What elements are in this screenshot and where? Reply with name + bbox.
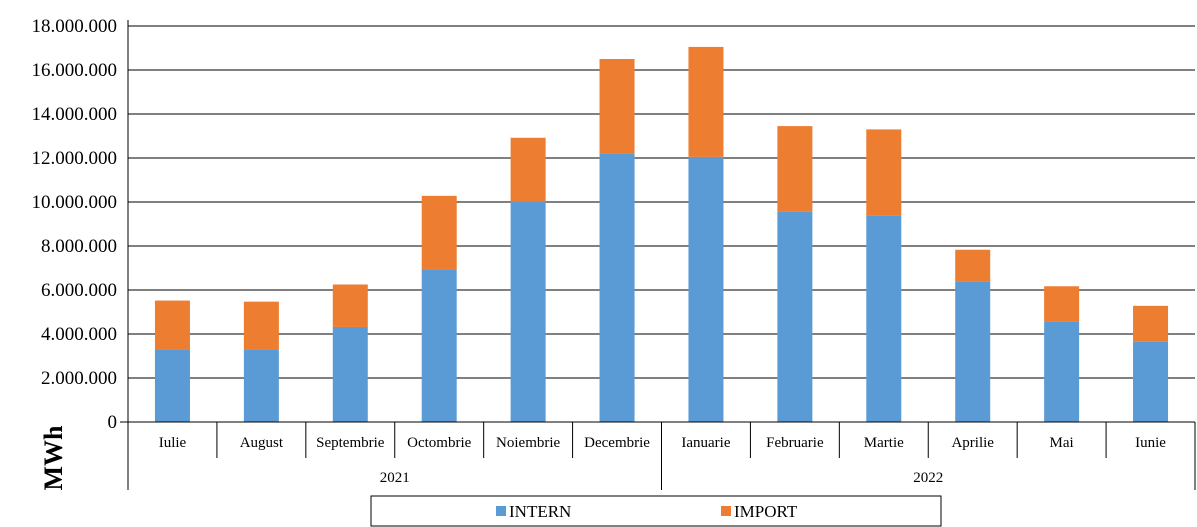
legend: INTERN IMPORT xyxy=(370,495,942,527)
bar-intern-decembrie xyxy=(599,153,635,422)
x-tick-label: Aprilie xyxy=(951,435,994,451)
x-tick-label: Decembrie xyxy=(584,435,650,451)
legend-label: IMPORT xyxy=(734,502,798,521)
y-tick-label: 2.000.000 xyxy=(41,368,117,389)
bar-import-iunie xyxy=(1133,305,1169,342)
bar-import-noiembrie xyxy=(510,137,546,202)
bar-import-martie xyxy=(866,129,902,216)
bar-import-iulie xyxy=(154,300,190,350)
bar-intern-septembrie xyxy=(332,326,368,422)
legend-swatch xyxy=(721,506,731,516)
bar-intern-iulie xyxy=(154,349,190,422)
bar-intern-februarie xyxy=(777,211,813,422)
category-labels: Iulie August Septembrie Octombrie Noiembrie D… xyxy=(159,435,1167,486)
legend-swatch xyxy=(496,506,506,516)
x-tick-label: Ianuarie xyxy=(681,435,730,451)
bar-import-august xyxy=(243,301,279,350)
bar-import-ianuarie xyxy=(688,46,724,157)
y-tick-label: 16.000.000 xyxy=(32,60,118,81)
bar-intern-aprilie xyxy=(955,281,991,422)
bar-import-decembrie xyxy=(599,59,635,154)
bars xyxy=(154,46,1169,422)
y-tick-label: 4.000.000 xyxy=(41,324,117,345)
bar-intern-mai xyxy=(1044,321,1080,422)
x-tick-label: Martie xyxy=(864,435,904,451)
bar-import-octombrie xyxy=(421,195,457,270)
x-tick-label: Septembrie xyxy=(316,435,385,451)
gridlines xyxy=(128,25,1195,379)
y-tick-label: 8.000.000 xyxy=(41,236,117,257)
x-tick-label: Octombrie xyxy=(407,435,471,451)
bar-intern-august xyxy=(243,349,279,422)
legend-box xyxy=(370,495,942,527)
bar-intern-iunie xyxy=(1133,341,1169,422)
bar-intern-noiembrie xyxy=(510,202,546,422)
x-tick-label: Iulie xyxy=(159,435,187,451)
bar-import-mai xyxy=(1044,286,1080,322)
bar-intern-martie xyxy=(866,215,902,422)
x-tick-label: Noiembrie xyxy=(496,435,560,451)
bar-import-februarie xyxy=(777,126,813,212)
bar-import-aprilie xyxy=(955,249,991,282)
x-tick-label: Februarie xyxy=(766,435,824,451)
x-tick-label: Mai xyxy=(1050,435,1074,451)
x-tick-label: August xyxy=(240,435,284,451)
axes xyxy=(120,20,1196,490)
y-tick-label: 14.000.000 xyxy=(32,104,118,125)
y-tick-label: 0 xyxy=(108,412,118,433)
legend-label: INTERN xyxy=(509,502,571,521)
bar-intern-octombrie xyxy=(421,269,457,422)
y-tick-label: 6.000.000 xyxy=(41,280,117,301)
y-tick-label: 10.000.000 xyxy=(32,192,118,213)
y-axis-label: MWh xyxy=(39,425,68,491)
bar-intern-ianuarie xyxy=(688,156,724,422)
x-tick-label: Iunie xyxy=(1135,435,1166,451)
y-tick-label: 18.000.000 xyxy=(32,16,118,37)
bar-import-septembrie xyxy=(332,284,368,327)
y-tick-label: 12.000.000 xyxy=(32,148,118,169)
x-group-label: 2022 xyxy=(913,470,943,486)
x-group-label: 2021 xyxy=(380,470,410,486)
y-tick-labels: 0 2.000.000 4.000.000 6.000.000 8.000.000 10.… xyxy=(32,16,118,433)
